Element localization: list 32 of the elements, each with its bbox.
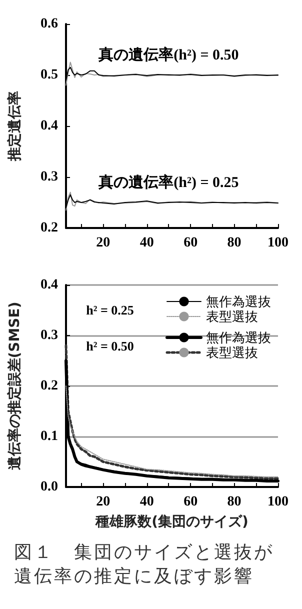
caption: 図１ 集団のサイズと選抜が遺伝率の推定に及ぼす影響 — [14, 541, 275, 588]
x-tick-label: 40 — [140, 494, 154, 510]
y-axis-title: 遺伝率の推定誤差(SMSE) — [6, 302, 23, 472]
x-axis-title: 種雄豚数(集団のサイズ) — [94, 514, 248, 530]
y-tick-label: 0.0 — [40, 480, 58, 494]
y-tick-label: 0.1 — [40, 429, 58, 444]
legend-label: 無作為選抜 — [206, 330, 271, 345]
x-tick-label: 20 — [96, 236, 110, 250]
x-tick-label: 60 — [184, 494, 198, 510]
x-tick-label: 100 — [268, 236, 288, 250]
y-tick-label: 0.4 — [40, 118, 58, 134]
y-tick-label: 0.2 — [40, 220, 58, 236]
y-tick-label: 0.3 — [40, 170, 58, 184]
x-tick-label: 40 — [140, 236, 154, 250]
annotation: h² = 0.25 — [86, 302, 134, 318]
legend-label: 無作為選抜 — [206, 294, 271, 309]
annotation: 真の遺伝率(h²) = 0.50 — [98, 46, 239, 64]
y-tick-label: 0.2 — [40, 378, 58, 394]
annotation: h² = 0.50 — [86, 338, 134, 354]
x-tick-label: 20 — [96, 494, 110, 510]
x-tick-label: 80 — [227, 494, 242, 510]
legend-label: 表型選抜 — [206, 309, 258, 324]
y-tick-label: 0.6 — [40, 16, 58, 32]
x-tick-label: 60 — [184, 236, 198, 250]
y-tick-label: 0.5 — [40, 68, 58, 82]
x-tick-label: 100 — [268, 494, 288, 510]
y-tick-label: 0.3 — [40, 328, 58, 343]
y-axis-title: 推定遺伝率 — [6, 91, 23, 162]
legend-label: 表型選抜 — [206, 345, 258, 360]
annotation: 真の遺伝率(h²) = 0.25 — [98, 173, 239, 191]
y-tick-label: 0.4 — [40, 278, 58, 292]
x-tick-label: 80 — [227, 236, 242, 250]
